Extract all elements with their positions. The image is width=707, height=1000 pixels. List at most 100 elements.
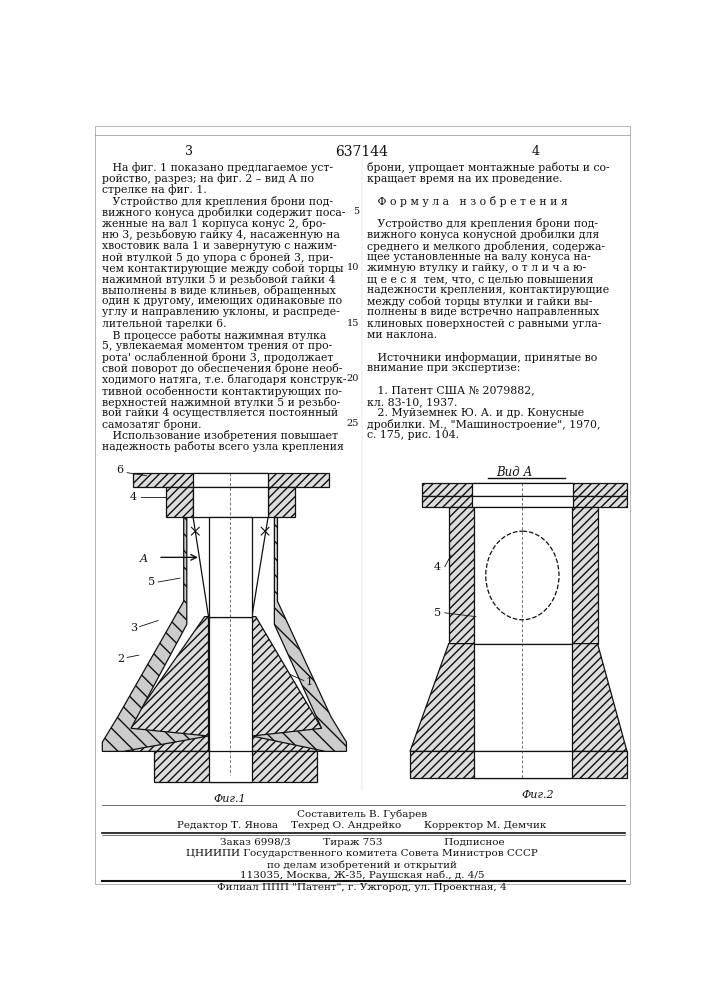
Polygon shape bbox=[522, 644, 627, 751]
Text: 5, увлекаемая моментом трения от про-: 5, увлекаемая моментом трения от про- bbox=[103, 341, 332, 351]
Polygon shape bbox=[252, 517, 268, 617]
Polygon shape bbox=[410, 644, 522, 751]
Text: Заказ 6998/3          Тираж 753                   Подписное: Заказ 6998/3 Тираж 753 Подписное bbox=[220, 838, 504, 847]
Text: один к другому, имеющих одинаковые по: один к другому, имеющих одинаковые по bbox=[103, 296, 342, 306]
Bar bbox=[472, 496, 573, 507]
Text: Филиал ППП "Патент", г. Ужгород, ул. Проектная, 4: Филиал ППП "Патент", г. Ужгород, ул. Про… bbox=[217, 883, 507, 892]
Bar bbox=[474, 507, 572, 644]
Text: по делам изобретений и открытий: по делам изобретений и открытий bbox=[267, 861, 457, 870]
Text: 4: 4 bbox=[130, 492, 137, 502]
Text: Фиг.2: Фиг.2 bbox=[522, 790, 554, 800]
Text: 6: 6 bbox=[116, 465, 123, 475]
Text: 20: 20 bbox=[346, 374, 359, 383]
Text: верхностей нажимной втулки 5 и резьбо-: верхностей нажимной втулки 5 и резьбо- bbox=[103, 397, 341, 408]
Bar bbox=[472, 483, 573, 496]
Text: 2. Муйземнек Ю. А. и др. Конусные: 2. Муйземнек Ю. А. и др. Конусные bbox=[368, 408, 585, 418]
Text: Устройство для крепления брони под-: Устройство для крепления брони под- bbox=[103, 196, 333, 207]
Text: лительной тарелки 6.: лительной тарелки 6. bbox=[103, 319, 227, 329]
Text: чем контактирующие между собой торцы: чем контактирующие между собой торцы bbox=[103, 263, 344, 274]
Text: Использование изобретения повышает: Использование изобретения повышает bbox=[103, 430, 339, 441]
Text: полнены в виде встречно направленных: полнены в виде встречно направленных bbox=[368, 307, 600, 317]
Text: ню 3, резьбовую гайку 4, насаженную на: ню 3, резьбовую гайку 4, насаженную на bbox=[103, 229, 340, 240]
Text: углу и направлению уклоны, и распреде-: углу и направлению уклоны, и распреде- bbox=[103, 307, 340, 317]
Text: 113035, Москва, Ж-35, Раушская наб., д. 4/5: 113035, Москва, Ж-35, Раушская наб., д. … bbox=[240, 871, 484, 880]
Text: 2: 2 bbox=[117, 654, 124, 664]
Text: среднего и мелкого дробления, содержа-: среднего и мелкого дробления, содержа- bbox=[368, 241, 605, 252]
Text: клиновых поверхностей с равными угла-: клиновых поверхностей с равными угла- bbox=[368, 319, 602, 329]
Text: Устройство для крепления брони под-: Устройство для крепления брони под- bbox=[368, 218, 598, 229]
Text: между собой торцы втулки и гайки вы-: между собой торцы втулки и гайки вы- bbox=[368, 296, 592, 307]
Text: вой гайки 4 осуществляется постоянный: вой гайки 4 осуществляется постоянный bbox=[103, 408, 339, 418]
Text: 3: 3 bbox=[185, 145, 193, 158]
Text: Ф о р м у л а   н з о б р е т е н и я: Ф о р м у л а н з о б р е т е н и я bbox=[368, 196, 568, 207]
Text: ной втулкой 5 до упора с броней 3, при-: ной втулкой 5 до упора с броней 3, при- bbox=[103, 252, 334, 263]
Text: рота' ослабленной брони 3, продолжает: рота' ослабленной брони 3, продолжает bbox=[103, 352, 334, 363]
Bar bbox=[193, 473, 268, 487]
Text: 5: 5 bbox=[433, 608, 440, 618]
Bar bbox=[193, 487, 268, 517]
Text: Составитель В. Губарев: Составитель В. Губарев bbox=[297, 809, 427, 819]
Polygon shape bbox=[118, 617, 209, 751]
Text: 25: 25 bbox=[346, 419, 359, 428]
Text: A: A bbox=[140, 554, 148, 564]
Text: 15: 15 bbox=[346, 319, 359, 328]
Text: надежности крепления, контактирующие: надежности крепления, контактирующие bbox=[368, 285, 609, 295]
Bar bbox=[209, 517, 252, 617]
Polygon shape bbox=[449, 507, 597, 644]
Text: надежность работы всего узла крепления: надежность работы всего узла крепления bbox=[103, 441, 344, 452]
Text: щее установленные на валу конуса на-: щее установленные на валу конуса на- bbox=[368, 252, 591, 262]
Polygon shape bbox=[166, 487, 193, 517]
Text: кращает время на их проведение.: кращает время на их проведение. bbox=[368, 174, 563, 184]
Text: Фиг.1: Фиг.1 bbox=[214, 794, 247, 804]
Polygon shape bbox=[154, 751, 317, 782]
Text: 5: 5 bbox=[353, 207, 359, 216]
Bar bbox=[209, 617, 252, 759]
Text: 1. Патент США № 2079882,: 1. Патент США № 2079882, bbox=[368, 386, 535, 396]
Text: щ е е с я  тем, что, с целью повышения: щ е е с я тем, что, с целью повышения bbox=[368, 274, 594, 284]
Bar bbox=[474, 644, 572, 751]
Text: 4: 4 bbox=[532, 145, 539, 158]
Text: внимание при экспертизе:: внимание при экспертизе: bbox=[368, 363, 521, 373]
Text: 3: 3 bbox=[130, 623, 137, 633]
Text: 5: 5 bbox=[148, 577, 156, 587]
Text: стрелке на фиг. 1.: стрелке на фиг. 1. bbox=[103, 185, 207, 195]
Text: Источники информации, принятые во: Источники информации, принятые во bbox=[368, 352, 597, 363]
Text: свой поворот до обеспечения броне необ-: свой поворот до обеспечения броне необ- bbox=[103, 363, 343, 374]
Polygon shape bbox=[421, 496, 627, 507]
Polygon shape bbox=[134, 473, 329, 487]
Text: 637144: 637144 bbox=[335, 145, 388, 159]
Polygon shape bbox=[103, 517, 209, 751]
Text: ЦНИИПИ Государственного комитета Совета Министров СССР: ЦНИИПИ Государственного комитета Совета … bbox=[186, 849, 538, 858]
Polygon shape bbox=[421, 483, 627, 496]
Polygon shape bbox=[252, 617, 331, 751]
Polygon shape bbox=[410, 751, 627, 778]
Text: 1: 1 bbox=[305, 677, 312, 687]
Text: ходимого натяга, т.е. благодаря конструк-: ходимого натяга, т.е. благодаря конструк… bbox=[103, 374, 347, 385]
Text: брони, упрощает монтажные работы и со-: брони, упрощает монтажные работы и со- bbox=[368, 162, 610, 173]
Text: ми наклона.: ми наклона. bbox=[368, 330, 438, 340]
Bar bbox=[474, 751, 572, 778]
Text: На фиг. 1 показано предлагаемое уст-: На фиг. 1 показано предлагаемое уст- bbox=[103, 162, 333, 173]
Polygon shape bbox=[193, 517, 209, 617]
Text: вижного конуса конусной дробилки для: вижного конуса конусной дробилки для bbox=[368, 229, 600, 240]
Text: хвостовик вала 1 и завернутую с нажим-: хвостовик вала 1 и завернутую с нажим- bbox=[103, 241, 337, 251]
Text: дробилки. М., "Машиностроение", 1970,: дробилки. М., "Машиностроение", 1970, bbox=[368, 419, 601, 430]
Text: Вид А: Вид А bbox=[496, 466, 533, 480]
Text: женные на вал 1 корпуса конус 2, бро-: женные на вал 1 корпуса конус 2, бро- bbox=[103, 218, 326, 229]
Text: с. 175, рис. 104.: с. 175, рис. 104. bbox=[368, 430, 460, 440]
Text: вижного конуса дробилки содержит поса-: вижного конуса дробилки содержит поса- bbox=[103, 207, 346, 218]
Polygon shape bbox=[252, 517, 346, 751]
Text: кл. 83-10, 1937.: кл. 83-10, 1937. bbox=[368, 397, 457, 407]
Text: ройство, разрез; на фиг. 2 – вид А по: ройство, разрез; на фиг. 2 – вид А по bbox=[103, 174, 315, 184]
Text: тивной особенности контактирующих по-: тивной особенности контактирующих по- bbox=[103, 386, 342, 397]
Text: Редактор Т. Янова    Техред О. Андрейко       Корректор М. Демчик: Редактор Т. Янова Техред О. Андрейко Кор… bbox=[177, 821, 547, 830]
Text: жимную втулку и гайку, о т л и ч а ю-: жимную втулку и гайку, о т л и ч а ю- bbox=[368, 263, 587, 273]
Text: 4: 4 bbox=[433, 562, 440, 572]
Text: самозатяг брони.: самозатяг брони. bbox=[103, 419, 201, 430]
Text: В процессе работы нажимная втулка: В процессе работы нажимная втулка bbox=[103, 330, 327, 341]
Polygon shape bbox=[268, 487, 296, 517]
Bar bbox=[209, 751, 252, 782]
Text: выполнены в виде клиньев, обращенных: выполнены в виде клиньев, обращенных bbox=[103, 285, 337, 296]
Text: 10: 10 bbox=[346, 263, 359, 272]
Text: нажимной втулки 5 и резьбовой гайки 4: нажимной втулки 5 и резьбовой гайки 4 bbox=[103, 274, 336, 285]
